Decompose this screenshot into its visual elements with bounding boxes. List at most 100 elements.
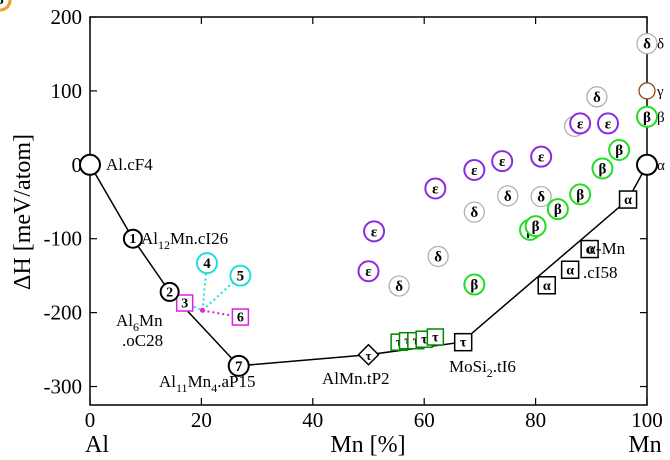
delta-point-marker <box>586 86 608 108</box>
epsilon-point-text: ε <box>577 116 584 132</box>
beta-point: β <box>569 183 592 206</box>
alpha-point: α <box>618 190 638 209</box>
epsilon-point-marker <box>357 260 380 283</box>
beta-point: β <box>524 215 547 238</box>
label-mosi2: MoSi2.tI6 <box>449 357 516 380</box>
phase-side-label: δ <box>657 37 664 53</box>
stable-phase-point: 7 <box>227 354 250 377</box>
beta-point: β <box>636 105 658 128</box>
beta-point-marker <box>591 157 614 180</box>
delta-point-text: δ <box>395 279 403 295</box>
metastable-point-marker <box>229 264 252 287</box>
beta-point-text: β <box>598 162 606 178</box>
beta-point-marker <box>608 139 631 162</box>
beta-point-text: β <box>643 110 651 126</box>
y-tick-label: -100 <box>44 227 83 251</box>
x-tick-label: 0 <box>85 408 96 432</box>
label-al12mn: Al12Mn.cI26 <box>141 229 228 252</box>
alpha-point-text: α <box>566 263 574 278</box>
phase-side-label: α <box>657 158 665 174</box>
beta-point-marker <box>524 215 547 238</box>
tau-point: τ <box>453 332 473 352</box>
metastable-junction <box>200 307 206 313</box>
stable-phase-point-text: 7 <box>235 359 243 375</box>
x-end-label-right: Mn <box>628 432 661 458</box>
stable-phase-point-text: 2 <box>166 285 173 300</box>
metastable-point: 4 <box>195 252 218 275</box>
epsilon-point: ε <box>363 220 386 243</box>
svg-text:Al.cF4: Al.cF4 <box>106 155 153 174</box>
svg-text:Al12Mn.cI26: Al12Mn.cI26 <box>141 229 228 252</box>
alpha-point-text: α <box>586 243 594 258</box>
epsilon-point-text: ε <box>605 116 612 132</box>
axis-ticks: 0 20 40 60 80 100 -300 -200 -100 0 100 200 <box>44 5 663 432</box>
alpha-point-marker <box>560 260 580 280</box>
almn-diamond-marker <box>357 343 380 366</box>
svg-text:Al11Mn4.aP15: Al11Mn4.aP15 <box>159 372 255 395</box>
metastable-point: 6 <box>231 308 250 326</box>
epsilon-point-marker <box>363 220 386 243</box>
delta-point: δ <box>463 201 485 223</box>
epsilon-point: ε <box>463 158 486 181</box>
x-tick-label: 20 <box>191 408 212 432</box>
beta-point: β <box>463 273 486 296</box>
delta-point-text: δ <box>434 249 442 265</box>
delta-point: δ <box>586 86 608 108</box>
epsilon-point-marker <box>569 112 592 135</box>
beta-point-text: β <box>554 202 562 218</box>
beta-point: β <box>546 198 569 221</box>
tau-point-text: τ <box>460 336 467 351</box>
hull-line <box>89 164 648 367</box>
alpha-point: α <box>580 239 599 259</box>
approx-phase-point-marker <box>0 0 12 12</box>
x-tick-label: 80 <box>525 408 546 432</box>
delta-point-text: δ <box>593 90 601 106</box>
y-tick-label: 100 <box>51 79 83 103</box>
metastable-point-text: 6 <box>237 311 244 326</box>
svg-text:MoSi2.tI6: MoSi2.tI6 <box>449 357 516 380</box>
x-axis-label: Mn [%] <box>330 432 405 458</box>
svg-text:AlMn.tP2: AlMn.tP2 <box>322 369 390 388</box>
phase-side-label: γ <box>656 84 664 100</box>
y-tick-label: 200 <box>51 5 83 29</box>
delta-point-marker <box>463 201 485 223</box>
epsilon-point: ε <box>357 260 380 283</box>
epsilon-point: ε <box>530 145 553 168</box>
svg-text:.oC28: .oC28 <box>122 331 163 350</box>
plot-frame <box>89 16 648 406</box>
metastable-connector <box>184 302 203 312</box>
tau-point-marker <box>426 328 445 346</box>
epsilon-point: ε <box>597 112 620 135</box>
delta-point-marker <box>636 32 658 55</box>
alpha-point: α <box>560 260 580 280</box>
x-tick-label: 100 <box>631 408 663 432</box>
beta-point-marker <box>636 105 658 128</box>
delta-point: δ <box>636 32 658 55</box>
delta-point-text: δ <box>470 205 478 221</box>
x-tick-label: 40 <box>302 408 323 432</box>
beta-point: β <box>608 139 631 162</box>
convex-hull <box>89 164 648 367</box>
stable-phase-point-marker <box>79 153 101 176</box>
x-tick-label: 60 <box>414 408 435 432</box>
gamma-point-marker <box>638 82 656 100</box>
delta-point: δ <box>530 185 552 208</box>
approx-phase-point-text: 8 <box>0 0 4 8</box>
epsilon-point-marker <box>424 177 447 200</box>
y-tick-label: -200 <box>44 301 83 325</box>
data-points: δδδδδδδδεεεεεεεεββββββββ8888ττττττταααα4… <box>0 0 665 377</box>
label-almn-tp2: AlMn.tP2 <box>322 369 390 388</box>
epsilon-point: ε <box>491 150 514 173</box>
beta-point: β <box>591 157 614 180</box>
tau-point-text: τ <box>421 333 428 348</box>
tau-point-text: τ <box>432 331 439 346</box>
phase-side-label: β <box>657 110 665 126</box>
metastable-point-marker <box>175 294 194 312</box>
epsilon-point: ε <box>569 112 592 135</box>
alpha-point-text: α <box>624 193 632 208</box>
stable-phase-point: 2 <box>159 281 180 302</box>
delta-point-marker <box>427 245 449 268</box>
beta-point-text: β <box>576 187 584 203</box>
delta-point-marker <box>388 275 410 297</box>
